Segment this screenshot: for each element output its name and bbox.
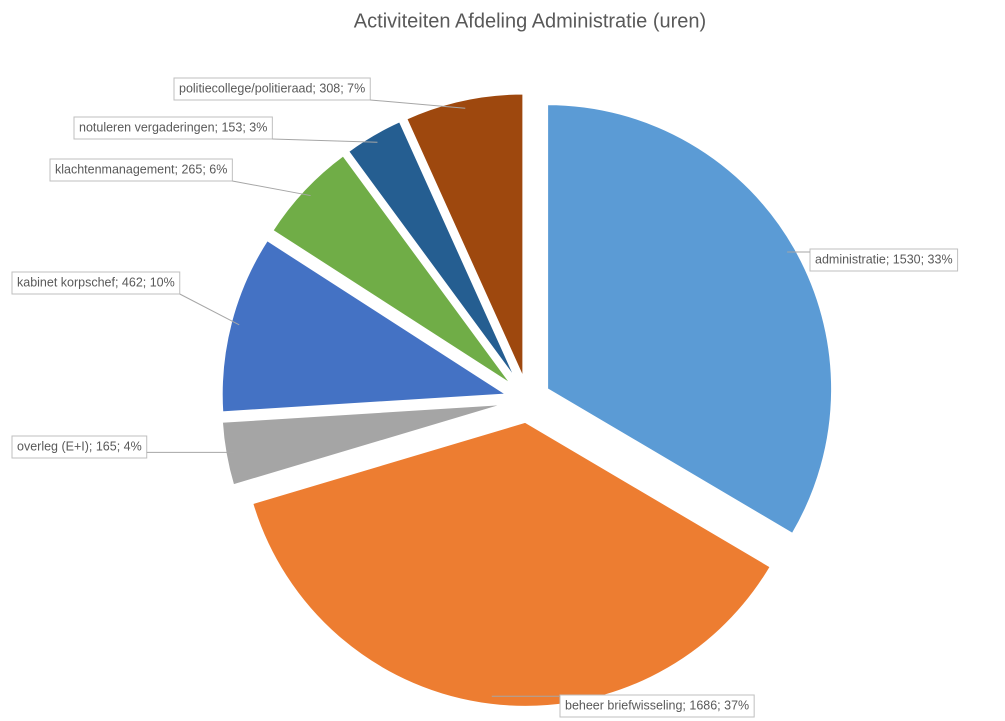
pie-slice (404, 92, 525, 379)
data-label: politiecollege/politieraad; 308; 7% (179, 81, 365, 95)
pie-slice (220, 238, 510, 414)
pie-slice (346, 119, 518, 382)
data-label: overleg (E+I); 165; 4% (17, 439, 142, 453)
label-box (49, 158, 233, 182)
leader-line (370, 99, 466, 109)
data-label: notuleren vergaderingen; 153; 3% (79, 120, 267, 134)
pie-slice (271, 153, 513, 386)
label-box (11, 271, 181, 295)
pie-slice (546, 103, 834, 536)
label-box (559, 694, 755, 718)
pie-slice (220, 402, 507, 487)
data-label: beheer briefwisseling; 1686; 37% (565, 698, 749, 712)
data-label: klachtenmanagement; 265; 6% (55, 162, 227, 176)
chart-title: Activiteiten Afdeling Administratie (ure… (354, 10, 706, 32)
label-box (173, 77, 371, 101)
data-label: administratie; 1530; 33% (815, 252, 953, 266)
pie-slice (250, 420, 773, 708)
label-box (73, 116, 273, 140)
leader-line (232, 180, 311, 197)
label-box (809, 248, 959, 272)
label-box (11, 435, 148, 459)
leader-line (272, 138, 378, 143)
data-label: kabinet korpschef; 462; 10% (17, 275, 175, 289)
leader-line (179, 293, 240, 326)
